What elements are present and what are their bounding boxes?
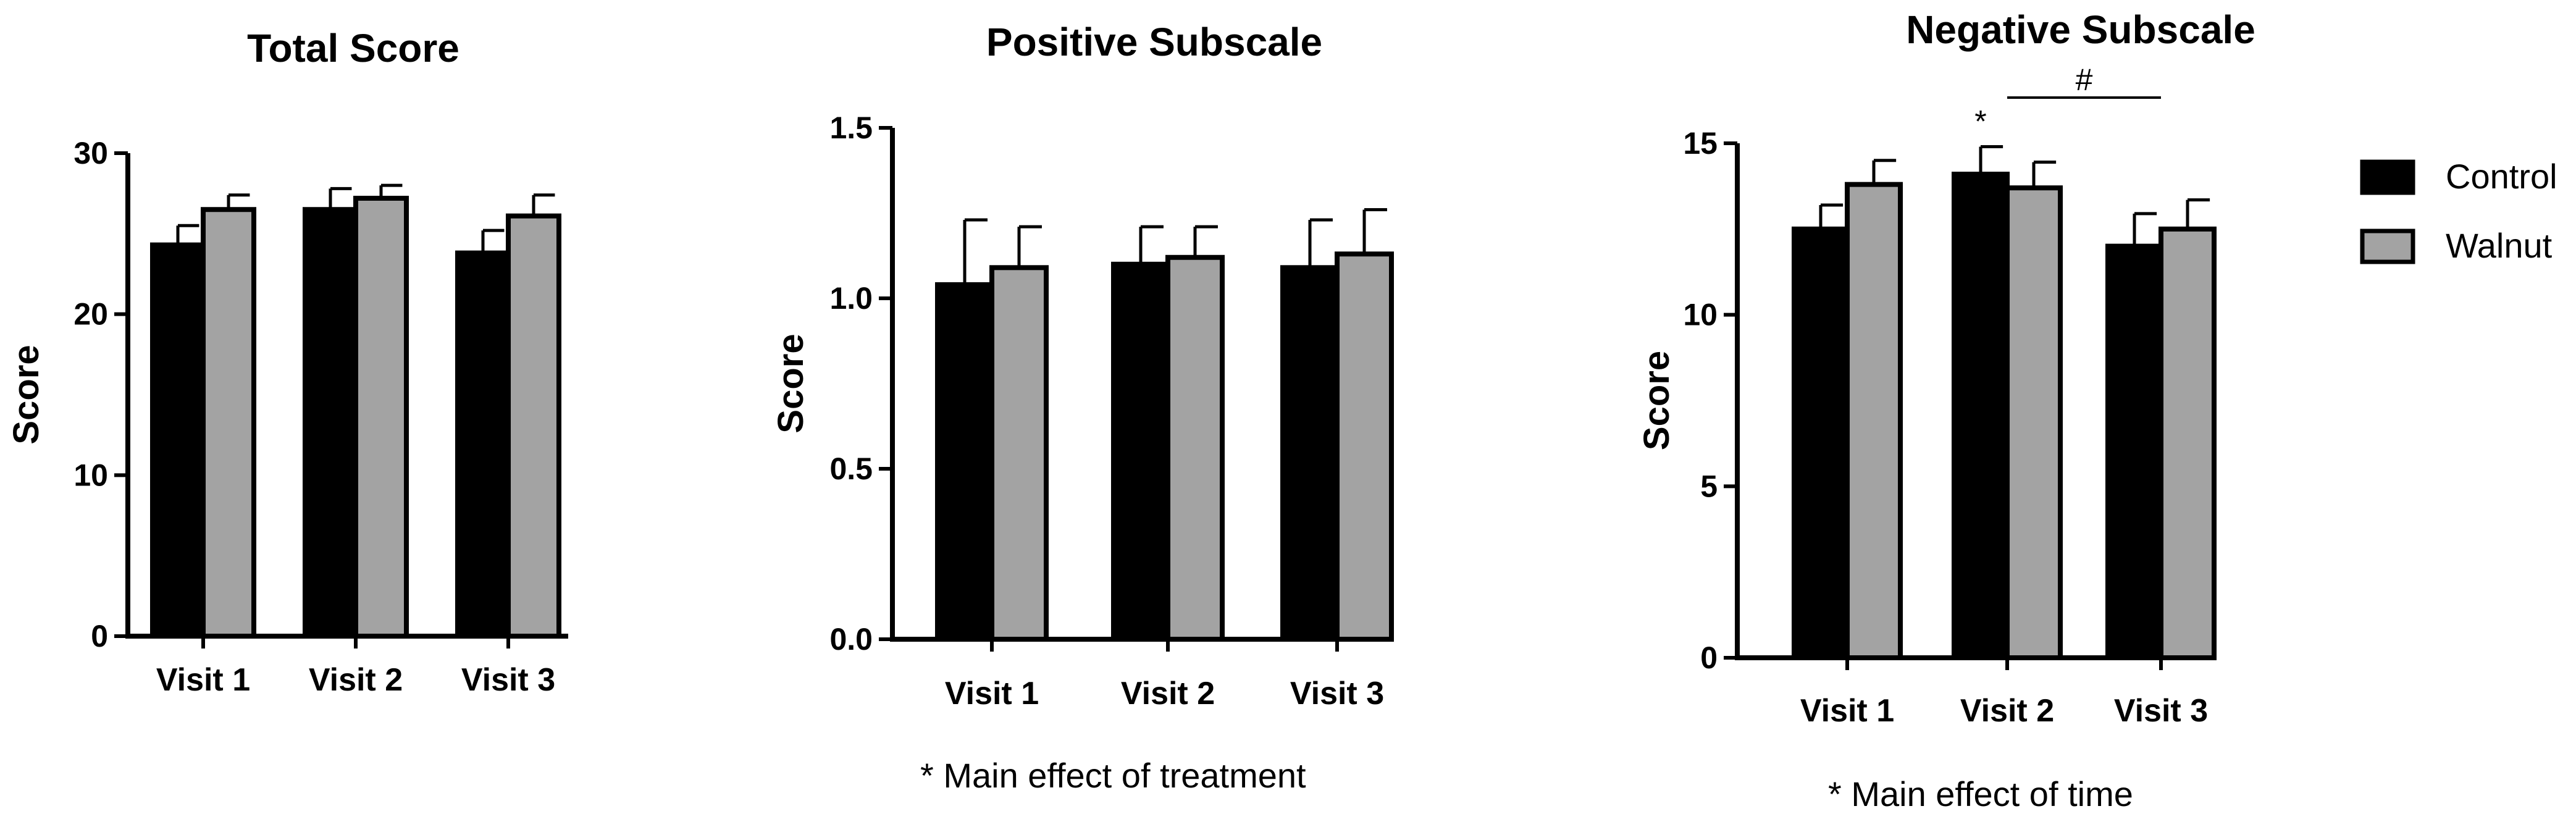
bar-control-visit-1 [935,282,994,642]
bar-walnut-visit-2 [2005,185,2063,660]
x-tick-label: Visit 3 [2114,693,2208,729]
y-tick-label: 10 [1683,298,1718,332]
y-tick-label: 1.0 [829,281,873,316]
bar-walnut-visit-3 [1335,251,1394,642]
chart-note: * Main effect of treatment [920,756,1306,795]
legend-swatch-walnut [2360,229,2415,264]
y-tick-label: 30 [73,136,108,170]
y-tick-label: 0 [91,619,108,653]
bar-control-visit-2 [303,207,358,639]
y-axis-label: Score [1637,351,1677,450]
chart-panel-2: Positive Subscale Score 0.0 0.5 1.0 1.5 Visit … [771,20,1394,795]
x-tick-label: Visit 1 [1800,693,1894,729]
chart-panel-1: Total Score Score 0 10 20 30 Visit 1 Visit 2 Vis… [6,26,568,698]
y-axis-label: Score [6,345,46,444]
y-tick-label: 0.5 [829,451,873,486]
x-tick-label: Visit 1 [945,676,1039,712]
bar-control-visit-2 [1111,261,1170,642]
bar-control-visit-2 [1952,171,2010,661]
bar-walnut-visit-3 [506,213,561,639]
y-tick-label: 1.5 [829,111,873,145]
y-tick-label: 20 [73,297,108,332]
legend: Control Walnut [2360,157,2557,265]
y-tick-label: 0 [1700,640,1718,675]
chart-note: * Main effect of time [1828,775,2133,813]
legend-label-control: Control [2446,157,2557,196]
significance-hash: # [2076,62,2093,97]
x-tick-label: Visit 3 [1290,676,1384,712]
x-tick-label: Visit 1 [156,662,250,698]
chart-title: Negative Subscale [1906,7,2255,52]
bar-control-visit-3 [1280,265,1340,642]
bar-control-visit-3 [455,250,511,639]
bar-walnut-visit-3 [2159,226,2217,661]
bar-control-visit-3 [2105,243,2163,661]
x-tick-label: Visit 2 [1121,676,1215,712]
bar-control-visit-1 [1792,226,1850,661]
y-tick-label: 5 [1700,469,1718,503]
bar-walnut-visit-2 [1165,254,1225,642]
x-tick-label: Visit 2 [309,662,403,698]
chart-title: Total Score [247,26,459,70]
y-axis-label: Score [771,334,811,433]
bar-walnut-visit-2 [353,195,409,639]
legend-label-walnut: Walnut [2446,226,2553,265]
y-tick-label: 15 [1683,126,1718,161]
legend-swatch-control [2360,159,2415,195]
y-tick-label: 10 [73,458,108,492]
chart-title: Positive Subscale [986,20,1322,64]
bar-walnut-visit-1 [201,207,256,639]
bar-control-visit-1 [150,242,206,639]
bar-walnut-visit-1 [989,265,1049,642]
significance-star: * [1974,104,1986,139]
x-tick-label: Visit 2 [1960,693,2054,729]
chart-panel-3: Negative Subscale Score 0 5 10 15 Visit 1 Visit… [1637,7,2255,813]
y-tick-label: 0.0 [829,622,873,657]
x-tick-label: Visit 3 [461,662,555,698]
bar-walnut-visit-1 [1845,182,1903,660]
